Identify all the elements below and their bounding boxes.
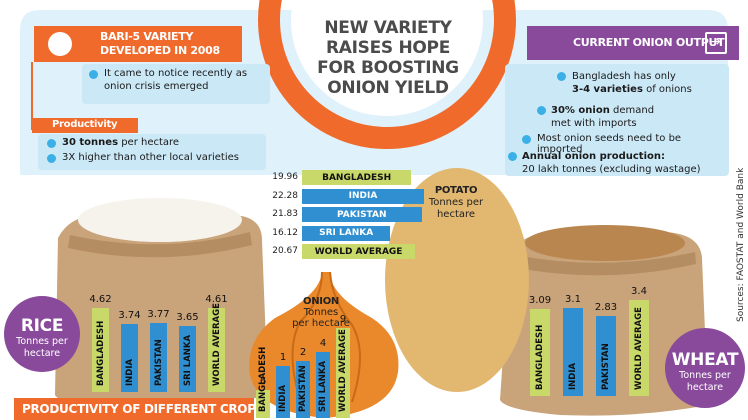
output-b1: Bangladesh has only (572, 71, 676, 82)
output-b4-bold: Annual onion production: (522, 151, 666, 162)
wheat-unit-1: Tonnes per (679, 370, 731, 381)
onion-label: ONION Tonnes per hectare (285, 296, 357, 329)
productivity-bold: 30 tonnes (62, 137, 119, 148)
onion-unit-1: Tonnes (303, 307, 339, 318)
orange-ring (258, 0, 516, 149)
output-b3: Most onion seeds need to be imported (537, 133, 682, 155)
bari-note: It came to notice recently as onion cris… (104, 68, 248, 92)
rice-unit-2: hectare (23, 348, 61, 359)
bullet-icon (537, 106, 546, 115)
onion-icon (48, 32, 72, 56)
rice-name: RICE (20, 316, 64, 336)
title-line-1: NEW VARIETY (324, 18, 452, 38)
title-line-4: ONION YIELD (327, 78, 449, 98)
bari-title-line-2: DEVELOPED IN 2008 (100, 44, 220, 57)
bari-header: BARI-5 VARIETY DEVELOPED IN 2008 (34, 26, 242, 62)
output-b2-bold: 30% onion (551, 105, 610, 116)
bullet-icon (557, 72, 566, 81)
rice-badge (4, 296, 80, 372)
potato-unit-2: hectare (436, 209, 476, 220)
output-b1-rest: of onions (642, 84, 692, 95)
bari-note-box: It came to notice recently as onion cris… (82, 64, 270, 104)
wheat-label: WHEAT Tonnes per hectare (665, 350, 745, 394)
productivity-label: Productivity (52, 119, 118, 130)
output-b2-line2: met with imports (551, 118, 637, 129)
potato-unit-1: Tonnes per (428, 197, 484, 208)
potato-label: POTATO Tonnes per hectare (420, 185, 492, 221)
sources-note: Sources: FAOSTAT and World Bank (736, 167, 746, 322)
productivity-box: 30 tonnes per hectare 3X higher than oth… (38, 134, 266, 170)
footer-title: PRODUCTIVITY OF DIFFERENT CROPS (22, 402, 265, 416)
output-bullet-4: Annual onion production: 20 lakh tonnes … (522, 150, 701, 176)
wheat-badge (665, 328, 745, 408)
output-header-label: CURRENT ONION OUTPUT (573, 36, 725, 49)
output-bullet-1: Bangladesh has only 3-4 varieties of oni… (572, 70, 692, 96)
output-b1-bold: 3-4 varieties (572, 84, 643, 95)
footer-band (14, 398, 254, 420)
bullet-icon (47, 154, 56, 163)
output-header: CURRENT ONION OUTPUT ⇥ (527, 26, 739, 60)
potato-illustration (385, 168, 529, 392)
productivity-bullet-2: 3X higher than other local varieties (62, 152, 239, 163)
title-line-2: RAISES HOPE (325, 38, 451, 58)
rice-sack-illustration (55, 198, 268, 411)
rice-unit-1: Tonnes per (16, 336, 68, 347)
output-bullet-2: 30% onion demand met with imports (551, 104, 654, 130)
bullet-icon (508, 152, 517, 161)
productivity-rest: per hectare (118, 137, 180, 148)
wheat-name: WHEAT (671, 350, 739, 370)
wheat-unit-2: hectare (686, 382, 724, 393)
ring-center (291, 0, 483, 116)
exit-icon: ⇥ (705, 32, 727, 54)
onion-unit-2: per hectare (292, 318, 350, 329)
bari-title-line-1: BARI-5 VARIETY (100, 30, 194, 43)
rice-label: RICE Tonnes per hectare (6, 316, 78, 360)
output-b4-line2: 20 lakh tonnes (excluding wastage) (522, 164, 701, 175)
title-line-3: FOR BOOSTING (317, 58, 459, 78)
output-box: Bangladesh has only 3-4 varieties of oni… (505, 64, 729, 176)
bari-title: BARI-5 VARIETY DEVELOPED IN 2008 (100, 30, 220, 58)
bullet-icon (89, 70, 98, 79)
onion-name: ONION (303, 296, 339, 307)
potato-name: POTATO (434, 185, 478, 196)
page-title: NEW VARIETY RAISES HOPE FOR BOOSTING ONI… (312, 18, 464, 98)
productivity-tag: Productivity (32, 118, 138, 133)
onion-illustration (249, 271, 399, 418)
bullet-icon (522, 135, 531, 144)
bullet-icon (47, 139, 56, 148)
output-b2-rest: demand (609, 105, 655, 116)
